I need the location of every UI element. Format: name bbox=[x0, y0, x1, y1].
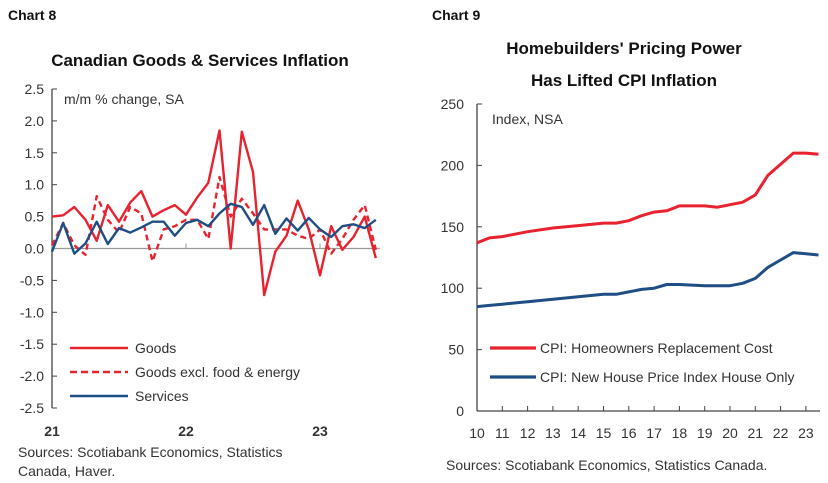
x-tick-label: 14 bbox=[570, 425, 586, 441]
y-tick-label: -1.0 bbox=[20, 304, 44, 320]
y-tick-label: 1.5 bbox=[25, 145, 45, 161]
x-tick-label: 21 bbox=[44, 423, 60, 439]
series-line-goods bbox=[51, 129, 377, 297]
y-tick-label: 1.0 bbox=[25, 177, 45, 193]
chart9-number: Chart 9 bbox=[432, 7, 480, 23]
chart8-unit-label: m/m % change, SA bbox=[64, 91, 184, 107]
chart9-title-line2: Has Lifted CPI Inflation bbox=[531, 71, 717, 90]
y-tick-label: -0.5 bbox=[20, 272, 44, 288]
series-line-goods-excl-food-energy bbox=[50, 175, 377, 263]
y-tick-label: 0.5 bbox=[25, 209, 45, 225]
y-tick-label: 150 bbox=[441, 219, 465, 235]
x-tick-label: 19 bbox=[697, 425, 713, 441]
series-line-services bbox=[50, 202, 377, 255]
x-tick-label: 20 bbox=[722, 425, 738, 441]
x-tick-label: 18 bbox=[672, 425, 688, 441]
x-tick-label: 21 bbox=[748, 425, 764, 441]
y-tick-label: 0.0 bbox=[25, 241, 45, 257]
y-tick-label: 100 bbox=[441, 280, 465, 296]
y-tick-label: 0 bbox=[456, 403, 464, 419]
legend-label: CPI: Homeowners Replacement Cost bbox=[540, 340, 773, 356]
chart8-plot: 2.5 2.0 1.5 1.0 0.5 0.0 -0.5 -1.0 -1.5 -2.0 -2.521… bbox=[20, 81, 380, 439]
chart9-unit-label: Index, NSA bbox=[492, 111, 563, 127]
x-tick-label: 10 bbox=[469, 425, 485, 441]
x-tick-label: 22 bbox=[178, 423, 194, 439]
y-tick-label: 2.0 bbox=[25, 113, 45, 129]
chart8-title: Canadian Goods & Services Inflation bbox=[51, 51, 349, 70]
x-tick-label: 13 bbox=[545, 425, 561, 441]
chart9-source: Sources: Scotiabank Economics, Statistic… bbox=[446, 457, 767, 473]
chart9-plot: 250 200 150 100 50 0 10 11 12 13 14 15 16 17 18 19 20 21 2… bbox=[441, 96, 820, 441]
y-tick-label: -2.0 bbox=[20, 368, 44, 384]
legend-label: Goods excl. food & energy bbox=[135, 364, 300, 380]
y-tick-label: 200 bbox=[441, 157, 465, 173]
y-tick-label: -2.5 bbox=[20, 400, 44, 416]
chart9-title-line1: Homebuilders' Pricing Power bbox=[506, 39, 742, 58]
x-tick-label: 12 bbox=[520, 425, 536, 441]
chart8-source-line2: Canada, Haver. bbox=[18, 463, 115, 479]
x-tick-label: 16 bbox=[621, 425, 637, 441]
legend-label: CPI: New House Price Index House Only bbox=[540, 369, 794, 385]
y-tick-label: 50 bbox=[448, 342, 464, 358]
y-tick-label: 250 bbox=[441, 96, 465, 112]
x-tick-label: 17 bbox=[646, 425, 662, 441]
x-tick-label: 11 bbox=[495, 425, 510, 441]
y-tick-label: 2.5 bbox=[25, 81, 45, 97]
x-tick-label: 15 bbox=[596, 425, 612, 441]
y-tick-label: -1.5 bbox=[20, 336, 44, 352]
series-line-new-house-price-index bbox=[476, 251, 819, 309]
x-tick-label: 22 bbox=[773, 425, 789, 441]
chart8-number: Chart 8 bbox=[8, 7, 56, 23]
legend-label: Services bbox=[135, 388, 189, 404]
series-line-homeowners-replacement-cost bbox=[476, 151, 819, 245]
legend-label: Goods bbox=[135, 340, 176, 356]
x-tick-label: 23 bbox=[312, 423, 328, 439]
x-tick-label: 23 bbox=[798, 425, 814, 441]
chart8-source-line1: Sources: Scotiabank Economics, Statistic… bbox=[18, 444, 283, 460]
